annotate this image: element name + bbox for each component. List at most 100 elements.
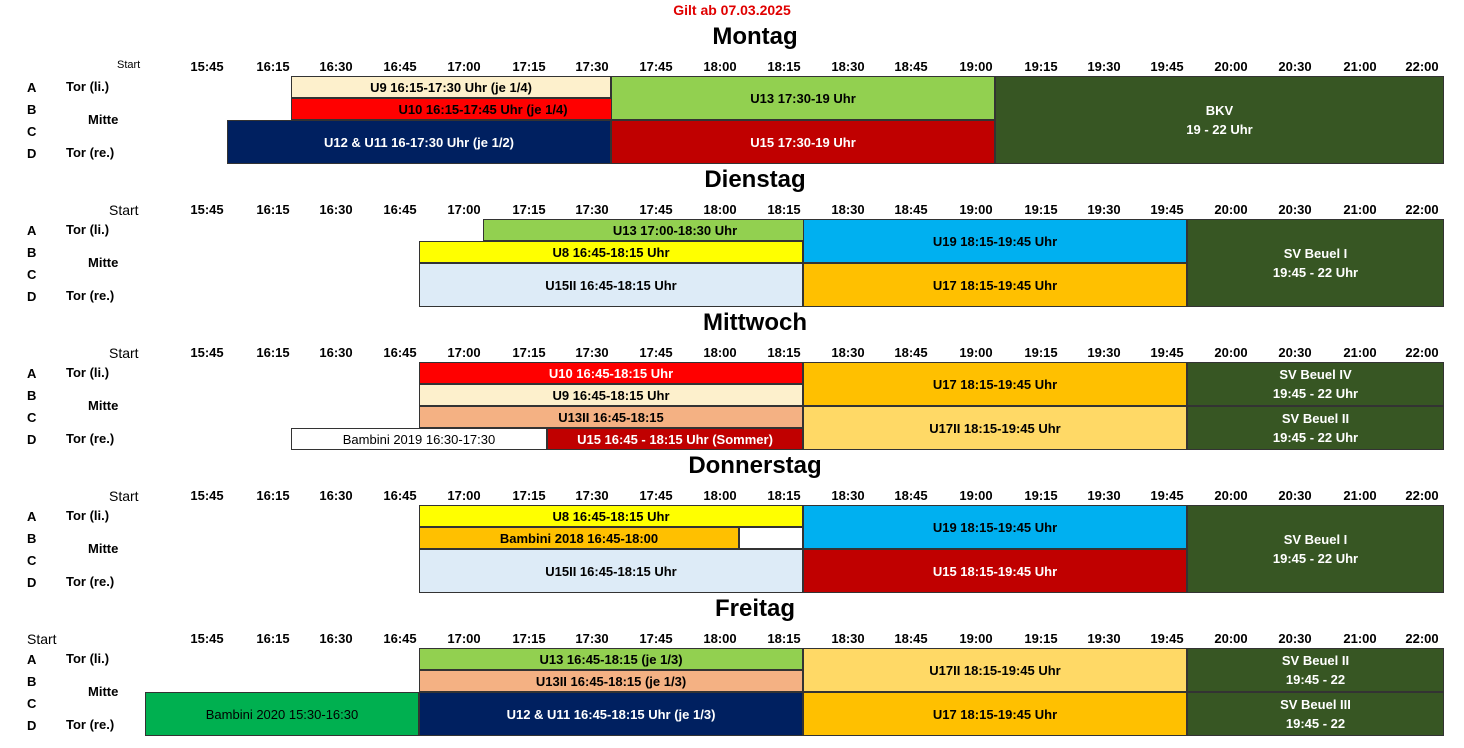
- time-header: 18:15: [767, 631, 801, 646]
- block-text: U8 16:45-18:15 Uhr: [552, 508, 670, 524]
- schedule-block-label: U19 18:15-19:45 Uhr: [933, 232, 1057, 251]
- block-text: U17 18:15-19:45 Uhr: [932, 706, 1058, 722]
- schedule-block-label: U13II 16:45-18:15 (je 1/3): [536, 672, 686, 691]
- time-header: 16:45: [383, 59, 417, 74]
- time-header: 18:00: [703, 631, 737, 646]
- row-label-b: B: [27, 388, 37, 403]
- block-text: SV Beuel I: [1283, 532, 1348, 547]
- schedule-block: U9 16:45-18:15 Uhr: [419, 384, 803, 406]
- schedule-block-label: U9 16:45-18:15 Uhr: [552, 386, 669, 405]
- start-label: Start: [117, 59, 141, 71]
- block-time-text: 19:45 - 22 Uhr: [1272, 386, 1359, 401]
- time-header: 19:30: [1087, 488, 1121, 503]
- schedule-block-label: U17 18:15-19:45 Uhr: [933, 276, 1057, 295]
- block-text: Bambini 2020 15:30-16:30: [205, 706, 359, 722]
- time-header: 22:00: [1405, 631, 1439, 646]
- row-label-c: C: [27, 267, 37, 282]
- side-label-right: Tor (re.): [66, 431, 115, 446]
- schedule-block: U15 16:45 - 18:15 Uhr (Sommer): [547, 428, 803, 450]
- time-header: 17:00: [447, 345, 481, 360]
- time-header: 18:15: [767, 59, 801, 74]
- row-label-c: C: [27, 696, 37, 711]
- block-text: U10 16:45-18:15 Uhr: [548, 365, 674, 381]
- side-label-right: Tor (re.): [66, 288, 115, 303]
- block-text: U12 & U11 16-17:30 Uhr (je 1/2): [323, 134, 515, 150]
- time-header: 16:15: [256, 202, 290, 217]
- time-header: 17:15: [512, 345, 546, 360]
- row-label-a: A: [27, 652, 37, 667]
- block-time-text: 19:45 - 22: [1285, 716, 1346, 731]
- time-header: 20:00: [1214, 631, 1248, 646]
- start-label: Start: [109, 488, 139, 504]
- time-header: 21:00: [1343, 345, 1377, 360]
- block-text: U17II 18:15-19:45 Uhr: [929, 420, 1061, 436]
- time-header: 18:00: [703, 488, 737, 503]
- time-header: 20:30: [1278, 345, 1312, 360]
- time-header: 20:00: [1214, 345, 1248, 360]
- block-text: SV Beuel II: [1281, 653, 1350, 668]
- schedule-block-label: Bambini 2018 16:45-18:00: [500, 529, 658, 548]
- time-header: 17:30: [575, 631, 609, 646]
- time-header: 15:45: [190, 345, 224, 360]
- schedule-block: U15 18:15-19:45 Uhr: [803, 549, 1187, 593]
- schedule-block-label: U13 16:45-18:15 (je 1/3): [539, 650, 682, 669]
- time-header: 20:00: [1214, 59, 1248, 74]
- block-time-text: 19:45 - 22 Uhr: [1272, 265, 1359, 280]
- block-text: SV Beuel III: [1280, 697, 1351, 712]
- schedule-block: U17II 18:15-19:45 Uhr: [803, 406, 1187, 450]
- schedule-block: U13II 16:45-18:15: [419, 406, 803, 428]
- time-header: 16:45: [383, 345, 417, 360]
- time-header: 18:45: [894, 59, 928, 74]
- time-header: 19:45: [1150, 59, 1184, 74]
- time-header: 17:15: [512, 488, 546, 503]
- time-header: 19:45: [1150, 488, 1184, 503]
- schedule-block: U17II 18:15-19:45 Uhr: [803, 648, 1187, 692]
- schedule-block-label: U15 17:30-19 Uhr: [750, 133, 856, 152]
- block-text: U13 17:00-18:30 Uhr: [612, 222, 738, 238]
- schedule-block-label: Bambini 2020 15:30-16:30: [206, 705, 359, 724]
- side-label-middle: Mitte: [88, 398, 119, 413]
- schedule-block-label: U17 18:15-19:45 Uhr: [933, 705, 1057, 724]
- side-label-left: Tor (li.): [66, 222, 110, 237]
- schedule-block-label: U15II 16:45-18:15 Uhr: [545, 562, 677, 581]
- time-header: 18:00: [703, 59, 737, 74]
- schedule-block-label: U13 17:00-18:30 Uhr: [613, 221, 737, 240]
- block-text: U15 17:30-19 Uhr: [750, 134, 856, 150]
- time-header: 17:45: [639, 488, 673, 503]
- time-header: 20:30: [1278, 59, 1312, 74]
- block-text: U9 16:15-17:30 Uhr (je 1/4): [370, 79, 532, 95]
- schedule-block-label: SV Beuel III 19:45 - 22: [1280, 695, 1351, 733]
- schedule-block: U17 18:15-19:45 Uhr: [803, 692, 1187, 736]
- block-text: U8 16:45-18:15 Uhr: [552, 244, 670, 260]
- time-header: 19:30: [1087, 345, 1121, 360]
- schedule-block-label: U13II 16:45-18:15: [558, 408, 664, 427]
- time-header: 19:00: [959, 631, 993, 646]
- schedule-block: U17 18:15-19:45 Uhr: [803, 263, 1187, 307]
- time-header: 17:00: [447, 202, 481, 217]
- time-header: 19:30: [1087, 59, 1121, 74]
- time-header: 21:00: [1343, 59, 1377, 74]
- row-label-d: D: [27, 146, 37, 161]
- time-header: 17:15: [512, 202, 546, 217]
- time-header: 19:45: [1150, 631, 1184, 646]
- schedule-block: U10 16:45-18:15 Uhr: [419, 362, 803, 384]
- block-text: U17 18:15-19:45 Uhr: [932, 277, 1058, 293]
- side-label-right: Tor (re.): [66, 717, 115, 732]
- side-label-right: Tor (re.): [66, 574, 115, 589]
- time-header: 17:00: [447, 59, 481, 74]
- schedule-block: U13 16:45-18:15 (je 1/3): [419, 648, 803, 670]
- schedule-block: SV Beuel III 19:45 - 22: [1187, 692, 1444, 736]
- time-header: 16:45: [383, 202, 417, 217]
- time-header: 22:00: [1405, 345, 1439, 360]
- schedule-block-label: U9 16:15-17:30 Uhr (je 1/4): [370, 78, 532, 97]
- time-header: 18:45: [894, 631, 928, 646]
- time-header: 21:00: [1343, 202, 1377, 217]
- time-header: 18:30: [831, 488, 865, 503]
- time-header: 17:00: [447, 488, 481, 503]
- time-header: 17:45: [639, 345, 673, 360]
- row-label-a: A: [27, 366, 37, 381]
- block-text: U13 16:45-18:15 (je 1/3): [539, 651, 683, 667]
- time-header: 21:00: [1343, 631, 1377, 646]
- row-label-b: B: [27, 531, 37, 546]
- time-header: 17:45: [639, 202, 673, 217]
